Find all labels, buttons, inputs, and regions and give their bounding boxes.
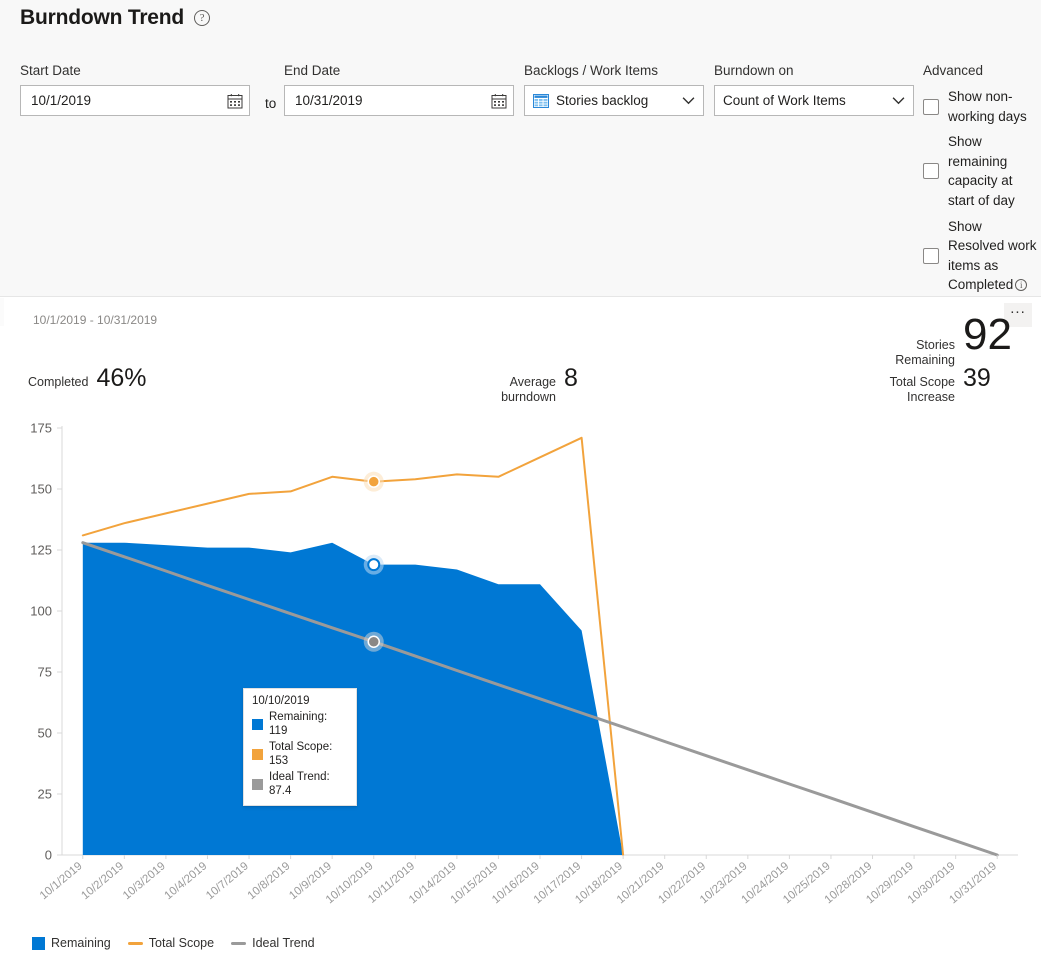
checkbox-show-remaining-capacity[interactable] — [923, 163, 939, 180]
option-show-resolved-as-completed[interactable]: Show Resolved work items as Completed i — [923, 217, 1038, 295]
burndown-on-label: Burndown on — [714, 63, 794, 78]
option-text: Show Resolved work items as Completed — [948, 218, 1037, 293]
tooltip-row-ideal-trend: Ideal Trend: 87.4 — [252, 770, 348, 798]
y-axis-tick-label: 175 — [30, 421, 52, 436]
y-axis-tick-label: 25 — [38, 787, 52, 802]
y-axis-tick-label: 50 — [38, 726, 52, 741]
page-title-row: Burndown Trend ? — [20, 6, 211, 30]
legend-line-total-scope — [127, 941, 143, 945]
chevron-down-icon[interactable] — [892, 94, 905, 107]
calendar-icon[interactable] — [491, 93, 507, 109]
option-label: Show Resolved work items as Completed i — [948, 217, 1038, 295]
checkbox-show-non-working-days[interactable] — [923, 98, 939, 115]
start-date-field: Start Date 10/1/2019 — [20, 63, 250, 116]
legend-swatch-remaining — [32, 936, 45, 950]
chart-series-group — [81, 436, 999, 857]
chart-legend: Remaining Total Scope Ideal Trend — [32, 936, 315, 950]
end-date-field: End Date 10/31/2019 — [284, 63, 514, 116]
stat-caption: Average burndown — [501, 375, 556, 404]
advanced-label: Advanced — [923, 63, 984, 78]
end-date-label: End Date — [284, 63, 341, 78]
series-line-total-scope — [81, 436, 625, 856]
more-options-button[interactable]: ... — [1004, 301, 1032, 327]
start-date-label: Start Date — [20, 63, 81, 78]
start-date-value: 10/1/2019 — [31, 93, 92, 108]
tooltip-swatch-total-scope — [252, 748, 263, 760]
marker-ideal-trend[interactable] — [367, 635, 380, 648]
legend-item-total-scope[interactable]: Total Scope — [127, 936, 215, 950]
legend-label: Ideal Trend — [252, 936, 315, 950]
legend-line-ideal-trend — [231, 941, 247, 945]
burndown-on-dropdown[interactable]: Count of Work Items — [714, 85, 914, 116]
stat-completed: Completed 46% — [28, 364, 147, 392]
backlog-dropdown[interactable]: Stories backlog — [524, 85, 704, 116]
info-icon[interactable]: i — [1015, 279, 1028, 292]
x-axis-tick-label: 10/4/2019 — [162, 860, 209, 902]
option-show-remaining-capacity[interactable]: Show remaining capacity at start of day — [923, 132, 1038, 210]
chart-date-range: 10/1/2019 - 10/31/2019 — [33, 313, 158, 327]
legend-item-ideal-trend[interactable]: Ideal Trend — [231, 936, 315, 950]
calendar-icon[interactable] — [227, 93, 243, 109]
end-date-value: 10/31/2019 — [295, 93, 363, 108]
stat-value: 46% — [96, 364, 147, 392]
burndown-on-value: Count of Work Items — [723, 93, 846, 108]
help-icon[interactable]: ? — [194, 10, 211, 26]
chevron-down-icon[interactable] — [682, 94, 695, 107]
option-show-non-working-days[interactable]: Show non-working days — [923, 87, 1038, 126]
stat-average-burndown: Average burndown 8 — [492, 366, 578, 405]
backlog-value: Stories backlog — [556, 93, 649, 108]
x-axis-tick-label: 10/3/2019 — [121, 860, 168, 902]
end-date-input[interactable]: 10/31/2019 — [284, 85, 514, 116]
start-date-input[interactable]: 10/1/2019 — [20, 85, 250, 116]
series-line-ideal-trend — [81, 541, 999, 857]
option-label: Show remaining capacity at start of day — [948, 134, 1015, 208]
marker-remaining[interactable] — [367, 558, 381, 572]
filters-panel: Burndown Trend ? Start Date 10/1/2019 to… — [0, 0, 1041, 297]
tooltip-row-total-scope: Total Scope: 153 — [252, 740, 348, 768]
tooltip-row-remaining: Remaining: 119 — [252, 710, 348, 738]
tooltip-label: Total Scope: 153 — [269, 741, 333, 767]
option-label: Show non-working days — [948, 89, 1027, 124]
stat-caption: Stories Remaining — [895, 338, 955, 367]
y-axis-tick-label: 150 — [30, 482, 52, 497]
stat-total-scope-increase: Total Scope Increase 39 — [880, 366, 991, 405]
y-axis-tick-label: 125 — [30, 543, 52, 558]
page-title: Burndown Trend — [20, 6, 185, 29]
tooltip-swatch-remaining — [252, 718, 263, 730]
hover-markers — [363, 471, 384, 652]
stat-caption: Completed — [28, 375, 89, 389]
tooltip-date: 10/10/2019 — [252, 695, 310, 707]
advanced-options-group: Advanced Show non-working days Show rema… — [923, 63, 1038, 301]
y-axis-tick-label: 0 — [45, 848, 52, 863]
stat-value: 92 — [963, 310, 1012, 359]
backlog-label: Backlogs / Work Items — [524, 63, 659, 78]
x-axis-tick-label: 10/1/2019 — [38, 860, 85, 902]
stat-caption: Total Scope Increase — [889, 375, 955, 404]
tooltip-swatch-ideal-trend — [252, 778, 263, 790]
x-axis-tick-label: 10/8/2019 — [246, 860, 293, 902]
stat-stories-remaining: Stories Remaining 92 — [880, 310, 1012, 368]
chart-tooltip: 10/10/2019 Remaining: 119 Total Scope: 1… — [243, 688, 357, 806]
y-axis-tick-label: 75 — [38, 665, 52, 680]
x-axis-tick-label: 10/7/2019 — [204, 860, 251, 902]
x-axis: 10/1/201910/2/201910/3/201910/4/201910/7… — [38, 855, 999, 906]
legend-label: Total Scope — [148, 936, 215, 950]
tooltip-label: Remaining: 119 — [269, 711, 328, 737]
backlog-field: Backlogs / Work Items Stories backlog — [524, 63, 704, 116]
y-axis-tick-label: 100 — [30, 604, 52, 619]
tooltip-label: Ideal Trend: 87.4 — [269, 771, 330, 797]
card-edge-accent — [0, 298, 4, 326]
stat-value: 8 — [564, 364, 578, 392]
burndown-on-field: Burndown on Count of Work Items — [714, 63, 914, 116]
stat-value: 39 — [963, 364, 991, 392]
chart-plot-area: 0 25 50 75 100 125 150 175 10/1/2019 10/2/2019 10… — [0, 298, 1041, 965]
marker-total-scope[interactable] — [367, 475, 380, 488]
legend-label: Remaining — [51, 936, 111, 950]
x-axis-tick-label: 10/2/2019 — [79, 860, 126, 902]
checkbox-show-resolved-as-completed[interactable] — [923, 247, 939, 264]
to-separator-label: to — [265, 96, 277, 111]
backlog-icon — [533, 93, 549, 108]
legend-item-remaining[interactable]: Remaining — [32, 936, 111, 950]
